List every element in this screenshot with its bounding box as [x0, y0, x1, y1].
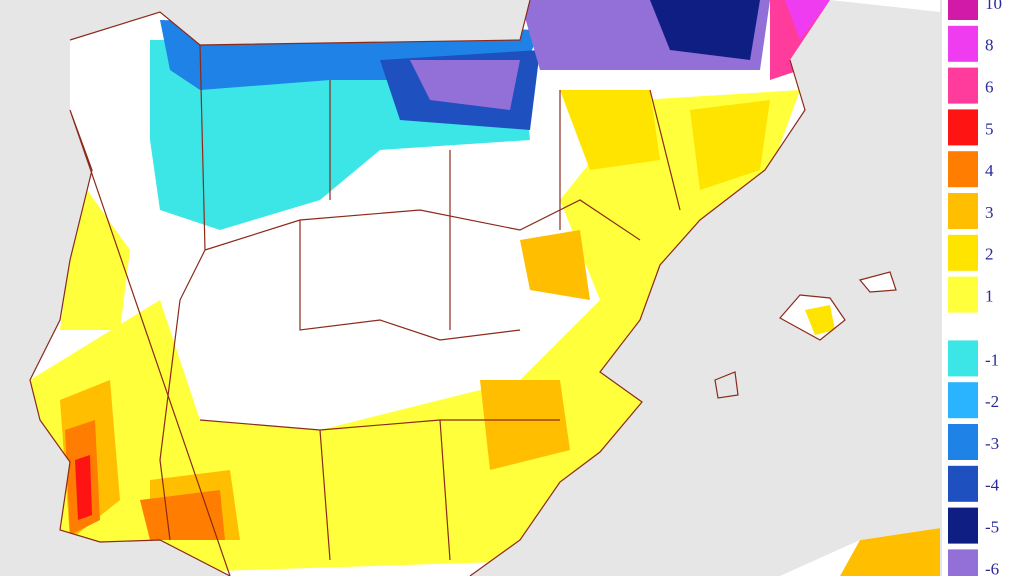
legend-label: -2 — [985, 392, 999, 411]
legend-swatch — [948, 424, 978, 460]
legend-label: 1 — [985, 287, 994, 306]
legend-swatch — [948, 151, 978, 188]
legend-label: 6 — [985, 78, 994, 97]
legend-swatch — [948, 193, 978, 229]
legend-label: -5 — [985, 518, 999, 537]
legend-label: 5 — [985, 119, 994, 138]
legend-swatch — [948, 340, 978, 377]
legend-swatch — [948, 0, 978, 20]
legend: 10 8 6 5 4 3 2 1 -1 -2 -3 -4 -5 -6 — [948, 0, 1002, 581]
legend-swatch — [948, 382, 978, 419]
legend-swatch — [948, 507, 978, 544]
legend-label: 8 — [985, 36, 994, 55]
legend-swatch — [948, 465, 978, 502]
legend-label: 3 — [985, 203, 994, 222]
legend-label: -1 — [985, 350, 999, 369]
legend-label: 4 — [985, 161, 994, 180]
legend-swatch — [948, 25, 978, 62]
legend-label: 2 — [985, 245, 994, 264]
legend-label: -4 — [985, 476, 1000, 495]
legend-swatch — [948, 67, 978, 104]
legend-label: -6 — [985, 559, 999, 576]
legend-swatch — [948, 549, 978, 581]
legend-label: 10 — [985, 0, 1002, 13]
legend-swatch — [948, 276, 978, 313]
legend-label: -3 — [985, 434, 999, 453]
boundaries — [29, 0, 897, 578]
legend-swatch — [948, 234, 978, 271]
legend-swatch — [948, 109, 978, 146]
